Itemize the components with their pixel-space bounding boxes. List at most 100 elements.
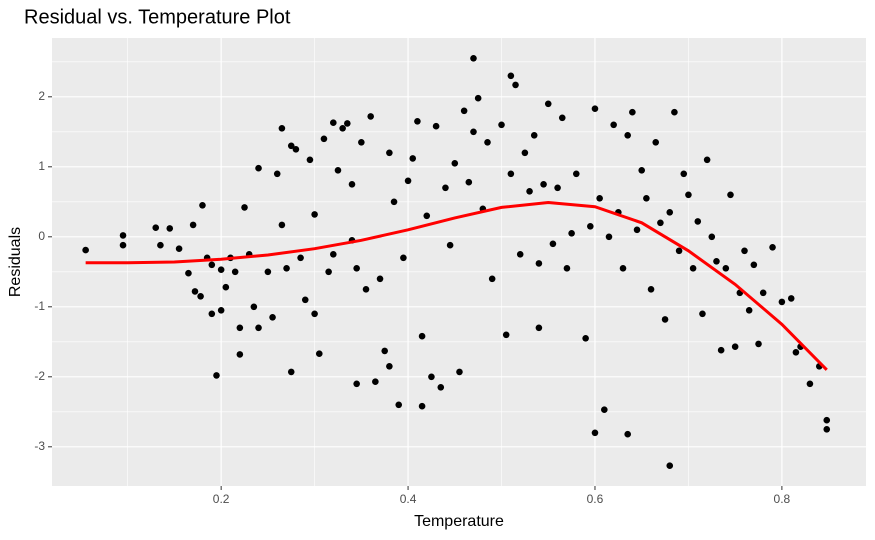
point [311, 310, 318, 318]
point [713, 258, 720, 265]
point [470, 128, 477, 136]
point [334, 167, 342, 174]
point [250, 303, 258, 311]
y-tick-label: -1 [34, 299, 45, 313]
point [264, 268, 272, 276]
point [330, 119, 337, 126]
point [741, 247, 748, 255]
point [292, 146, 300, 153]
y-axis-label: Residuals [7, 227, 24, 297]
y-tick-label: -3 [34, 439, 45, 453]
point [498, 121, 505, 129]
point [708, 233, 716, 241]
point [217, 307, 225, 314]
point [269, 314, 276, 321]
point [671, 108, 678, 116]
point [624, 430, 631, 438]
point [456, 368, 463, 376]
point [376, 275, 384, 283]
point [400, 254, 407, 262]
point [530, 132, 538, 139]
point [605, 233, 613, 241]
point [446, 241, 454, 249]
point [516, 251, 524, 258]
point [488, 275, 496, 283]
point [418, 402, 426, 410]
point [787, 295, 795, 302]
point [689, 265, 697, 272]
point [119, 232, 127, 239]
point [666, 462, 674, 470]
x-axis-label: Temperature [414, 513, 504, 530]
point [423, 212, 431, 220]
point [470, 55, 477, 62]
point [119, 241, 127, 249]
point [680, 170, 688, 178]
point [320, 135, 328, 143]
point [778, 298, 786, 306]
point [409, 155, 417, 162]
point [685, 191, 692, 199]
point [759, 289, 767, 297]
point [647, 286, 655, 293]
point [474, 94, 482, 102]
point [591, 105, 599, 112]
point [297, 254, 304, 262]
point [507, 72, 515, 80]
point [666, 209, 674, 216]
point [197, 293, 204, 300]
x-tick-label: 0.4 [400, 492, 417, 506]
point [582, 335, 589, 342]
point [217, 266, 225, 274]
point [442, 184, 449, 192]
point [823, 416, 831, 424]
point [526, 188, 533, 195]
point [535, 324, 543, 332]
point [255, 324, 262, 332]
point [273, 170, 281, 178]
point [703, 156, 711, 164]
point [460, 107, 468, 115]
point [287, 368, 295, 376]
point [629, 108, 636, 116]
smooth-line [85, 200, 828, 371]
point [185, 269, 192, 277]
x-tick-label: 0.2 [213, 492, 230, 506]
point [199, 202, 206, 209]
x-tick-label: 0.8 [774, 492, 791, 506]
point [362, 286, 370, 293]
point [624, 132, 631, 139]
point [208, 310, 216, 318]
point [633, 226, 641, 234]
point [367, 113, 374, 120]
point [544, 100, 552, 108]
point [722, 265, 730, 272]
y-tick-label: 0 [38, 229, 45, 243]
point [278, 125, 286, 132]
point [231, 268, 239, 276]
point [638, 167, 646, 174]
point [507, 170, 515, 178]
point [283, 265, 290, 272]
point [540, 181, 547, 188]
point [610, 121, 617, 129]
point [502, 331, 510, 339]
point [414, 118, 421, 125]
point [418, 332, 426, 340]
point [386, 149, 393, 157]
y-tick-label: 1 [38, 159, 45, 173]
point [236, 324, 244, 332]
chart-title: Residual vs. Temperature Plot [24, 6, 291, 28]
point [484, 139, 491, 146]
point [643, 195, 650, 202]
x-tick-label: 0.6 [587, 492, 604, 506]
point [241, 204, 248, 211]
point [213, 372, 220, 379]
point [311, 211, 318, 218]
point [315, 350, 323, 358]
point [222, 283, 230, 291]
point [404, 177, 412, 185]
point [792, 349, 800, 356]
point [823, 426, 831, 433]
